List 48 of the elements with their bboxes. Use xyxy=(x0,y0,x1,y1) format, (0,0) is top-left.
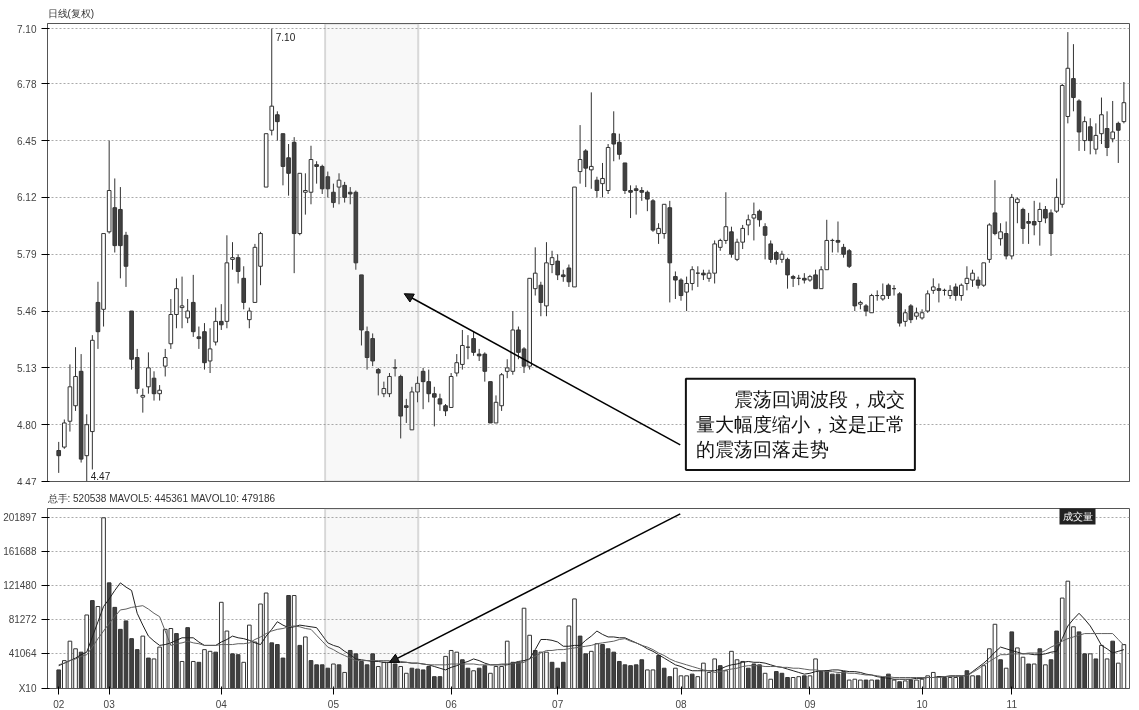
y-tick-label: 121480 xyxy=(3,580,37,592)
annotation: 震荡回调波段，成交量大幅度缩小，这是正常的震荡回落走势 xyxy=(695,388,905,461)
y-tick-label: 201897 xyxy=(3,512,37,524)
y-tick-label: 6.78 xyxy=(17,78,37,90)
y-tick-label: 7.10 xyxy=(17,23,37,35)
chart-title: 日线(复权) xyxy=(47,7,95,19)
y-tick-label: X10 xyxy=(18,683,37,694)
line-series xyxy=(58,605,1125,679)
x-tick-label: 04 xyxy=(215,698,228,710)
candlestick xyxy=(745,214,751,236)
candlestick xyxy=(375,367,381,396)
candlestick xyxy=(140,388,146,414)
candlestick xyxy=(835,221,841,253)
x-tick-label: 03 xyxy=(103,698,116,710)
x-tick-label: 10 xyxy=(916,698,929,710)
y-tick-label: 6.45 xyxy=(17,135,37,147)
candlestick xyxy=(331,183,336,209)
y-tick-label: 41064 xyxy=(8,648,37,660)
candlestick xyxy=(762,222,768,260)
y-tick-label: 4.47 xyxy=(17,476,37,488)
x-tick-label: 08 xyxy=(675,698,687,710)
x-tick-label: 06 xyxy=(445,698,458,710)
annotation: 7.10 xyxy=(275,31,296,43)
annotation: 4.47 xyxy=(90,470,111,482)
y-tick-label: 4.80 xyxy=(17,419,37,431)
candlestick xyxy=(392,358,398,377)
chart-title: 总手: 520538 MAVOL5: 445361 MAVOL10: 479186 xyxy=(46,492,276,504)
y-tick-label: 5.13 xyxy=(17,362,37,374)
annotation: 成交量 xyxy=(1062,510,1093,522)
candlestick xyxy=(1115,121,1121,164)
candlestick xyxy=(247,307,252,329)
candlestick xyxy=(1121,81,1127,124)
candlestick xyxy=(925,289,930,314)
candlestick xyxy=(437,393,443,412)
x-tick-label: 02 xyxy=(53,698,65,710)
x-tick-label: 05 xyxy=(327,698,340,710)
y-tick-label: 6.12 xyxy=(17,192,37,204)
x-tick-label: 11 xyxy=(1006,698,1018,710)
y-tick-label: 161688 xyxy=(3,546,37,558)
x-tick-label: 07 xyxy=(552,698,564,710)
y-tick-label: 5.79 xyxy=(17,249,37,261)
line-series xyxy=(58,582,1125,680)
candlestick xyxy=(56,441,62,474)
candlestick xyxy=(162,348,168,377)
y-tick-label: 5.46 xyxy=(17,306,37,318)
x-tick-label: 09 xyxy=(804,698,816,710)
candlestick xyxy=(790,274,796,288)
y-tick-label: 81272 xyxy=(8,614,37,626)
